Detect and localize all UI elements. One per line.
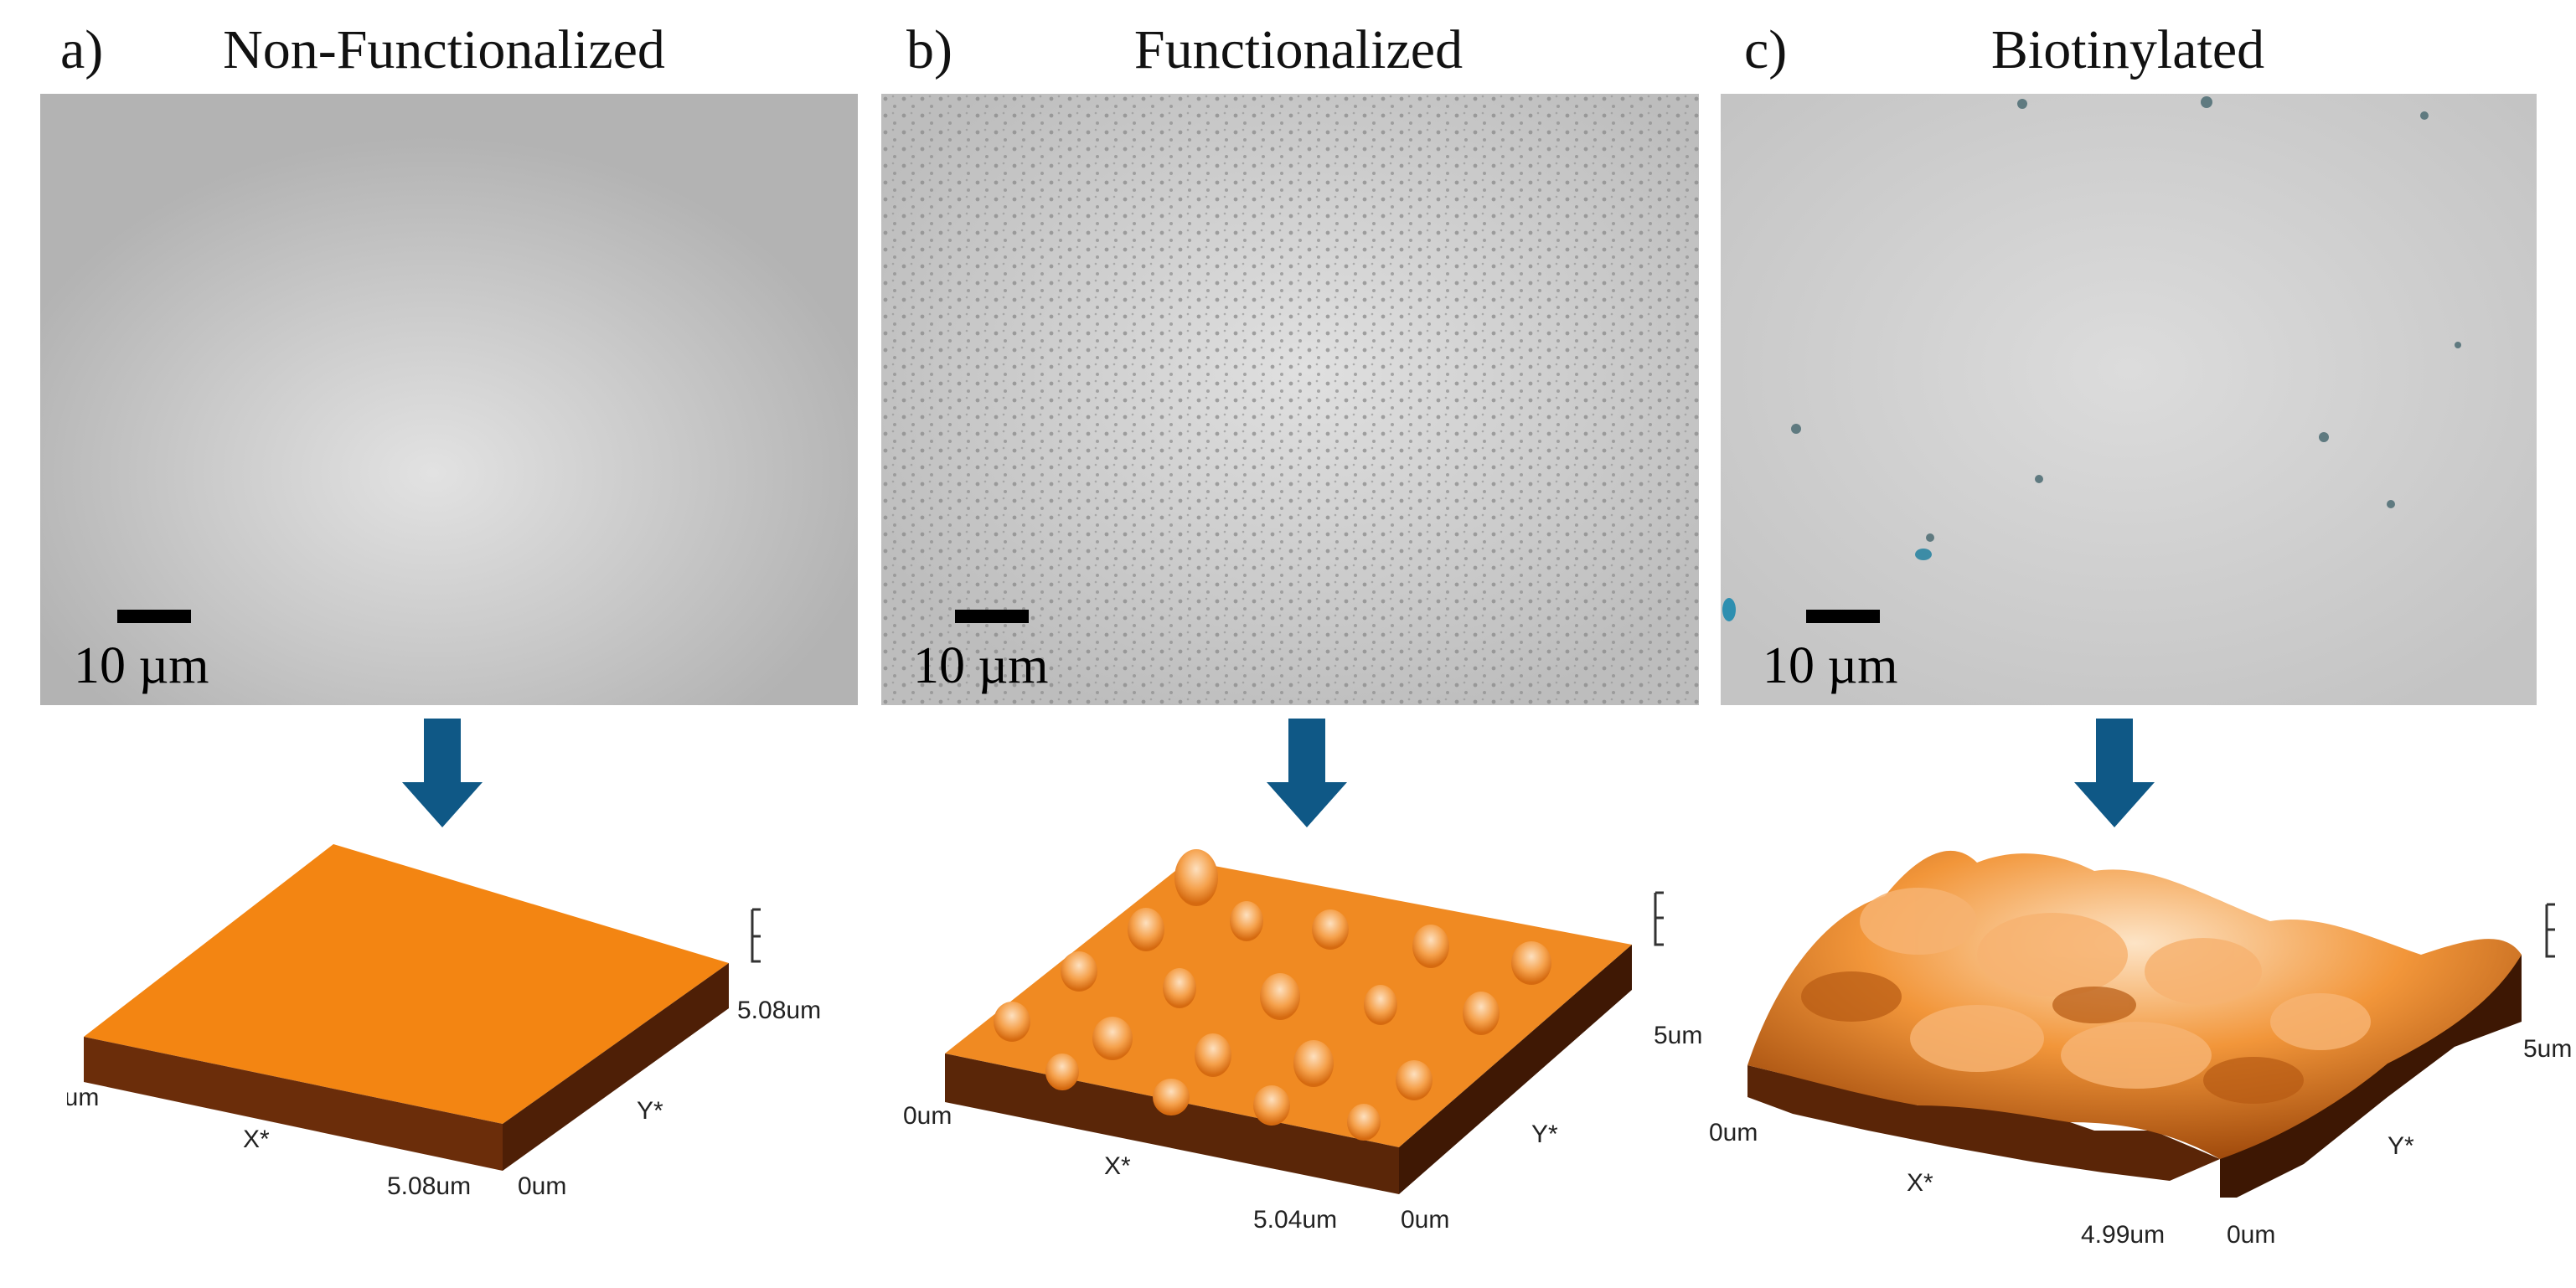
afm-y-size: 5um (2523, 1035, 2572, 1063)
afm-x-size: 5.04um (1253, 1206, 1337, 1234)
sem-image-biotinylated (1721, 94, 2537, 705)
afm-y-size: 5.08um (737, 997, 821, 1024)
panel-title: Non-Functionalized (223, 19, 665, 80)
scale-label: 10 µm (1763, 637, 1898, 694)
afm-origin: 0um (903, 1102, 952, 1130)
afm-x-axis: X* (1907, 1169, 1933, 1197)
afm-x-size: 4.99um (2081, 1221, 2165, 1249)
down-arrow-icon (2074, 719, 2155, 827)
afm-x-axis: X* (243, 1126, 270, 1153)
afm-y-axis: Y* (1531, 1121, 1558, 1148)
afm-y-axis: Y* (2388, 1132, 2414, 1160)
panel-title: Functionalized (1133, 19, 1464, 80)
scale-label: 10 µm (913, 637, 1049, 694)
down-arrow-icon (402, 719, 483, 827)
sem-image-functionalized (881, 94, 1699, 705)
afm-x-size: 5.08um (387, 1172, 471, 1200)
scale-bar (1806, 610, 1880, 623)
afm-origin: 0um (1709, 1119, 1758, 1146)
afm-3d-plot-biotinylated: 5um Y* 0um X* 4.99um 0um (1709, 850, 2572, 1249)
afm-y-axis: Y* (637, 1097, 663, 1125)
afm-y-origin: 0um (2227, 1221, 2275, 1249)
down-arrow-icon (1267, 719, 1347, 827)
afm-y-origin: 0um (518, 1172, 566, 1200)
afm-y-size: 5um (1654, 1022, 1702, 1049)
scale-bar (955, 610, 1029, 623)
afm-origin: 0um (67, 1084, 99, 1111)
panel-title: Biotinylated (1990, 19, 2265, 80)
panel-label: a) (60, 19, 104, 80)
afm-3d-plot-functionalized: 5um Y* 0um X* 5.04um 0um (903, 849, 1702, 1234)
afm-x-axis: X* (1104, 1152, 1131, 1180)
scale-bar (117, 610, 191, 623)
afm-3d-plot-non-functionalized: 5.08um Y* 0um X* 5.08um 0um (67, 844, 821, 1200)
scale-label: 10 µm (74, 637, 209, 694)
sem-image-non-functionalized (40, 94, 858, 705)
afm-y-origin: 0um (1401, 1206, 1449, 1234)
panel-label: b) (906, 19, 952, 80)
panel-label: c) (1744, 19, 1788, 80)
